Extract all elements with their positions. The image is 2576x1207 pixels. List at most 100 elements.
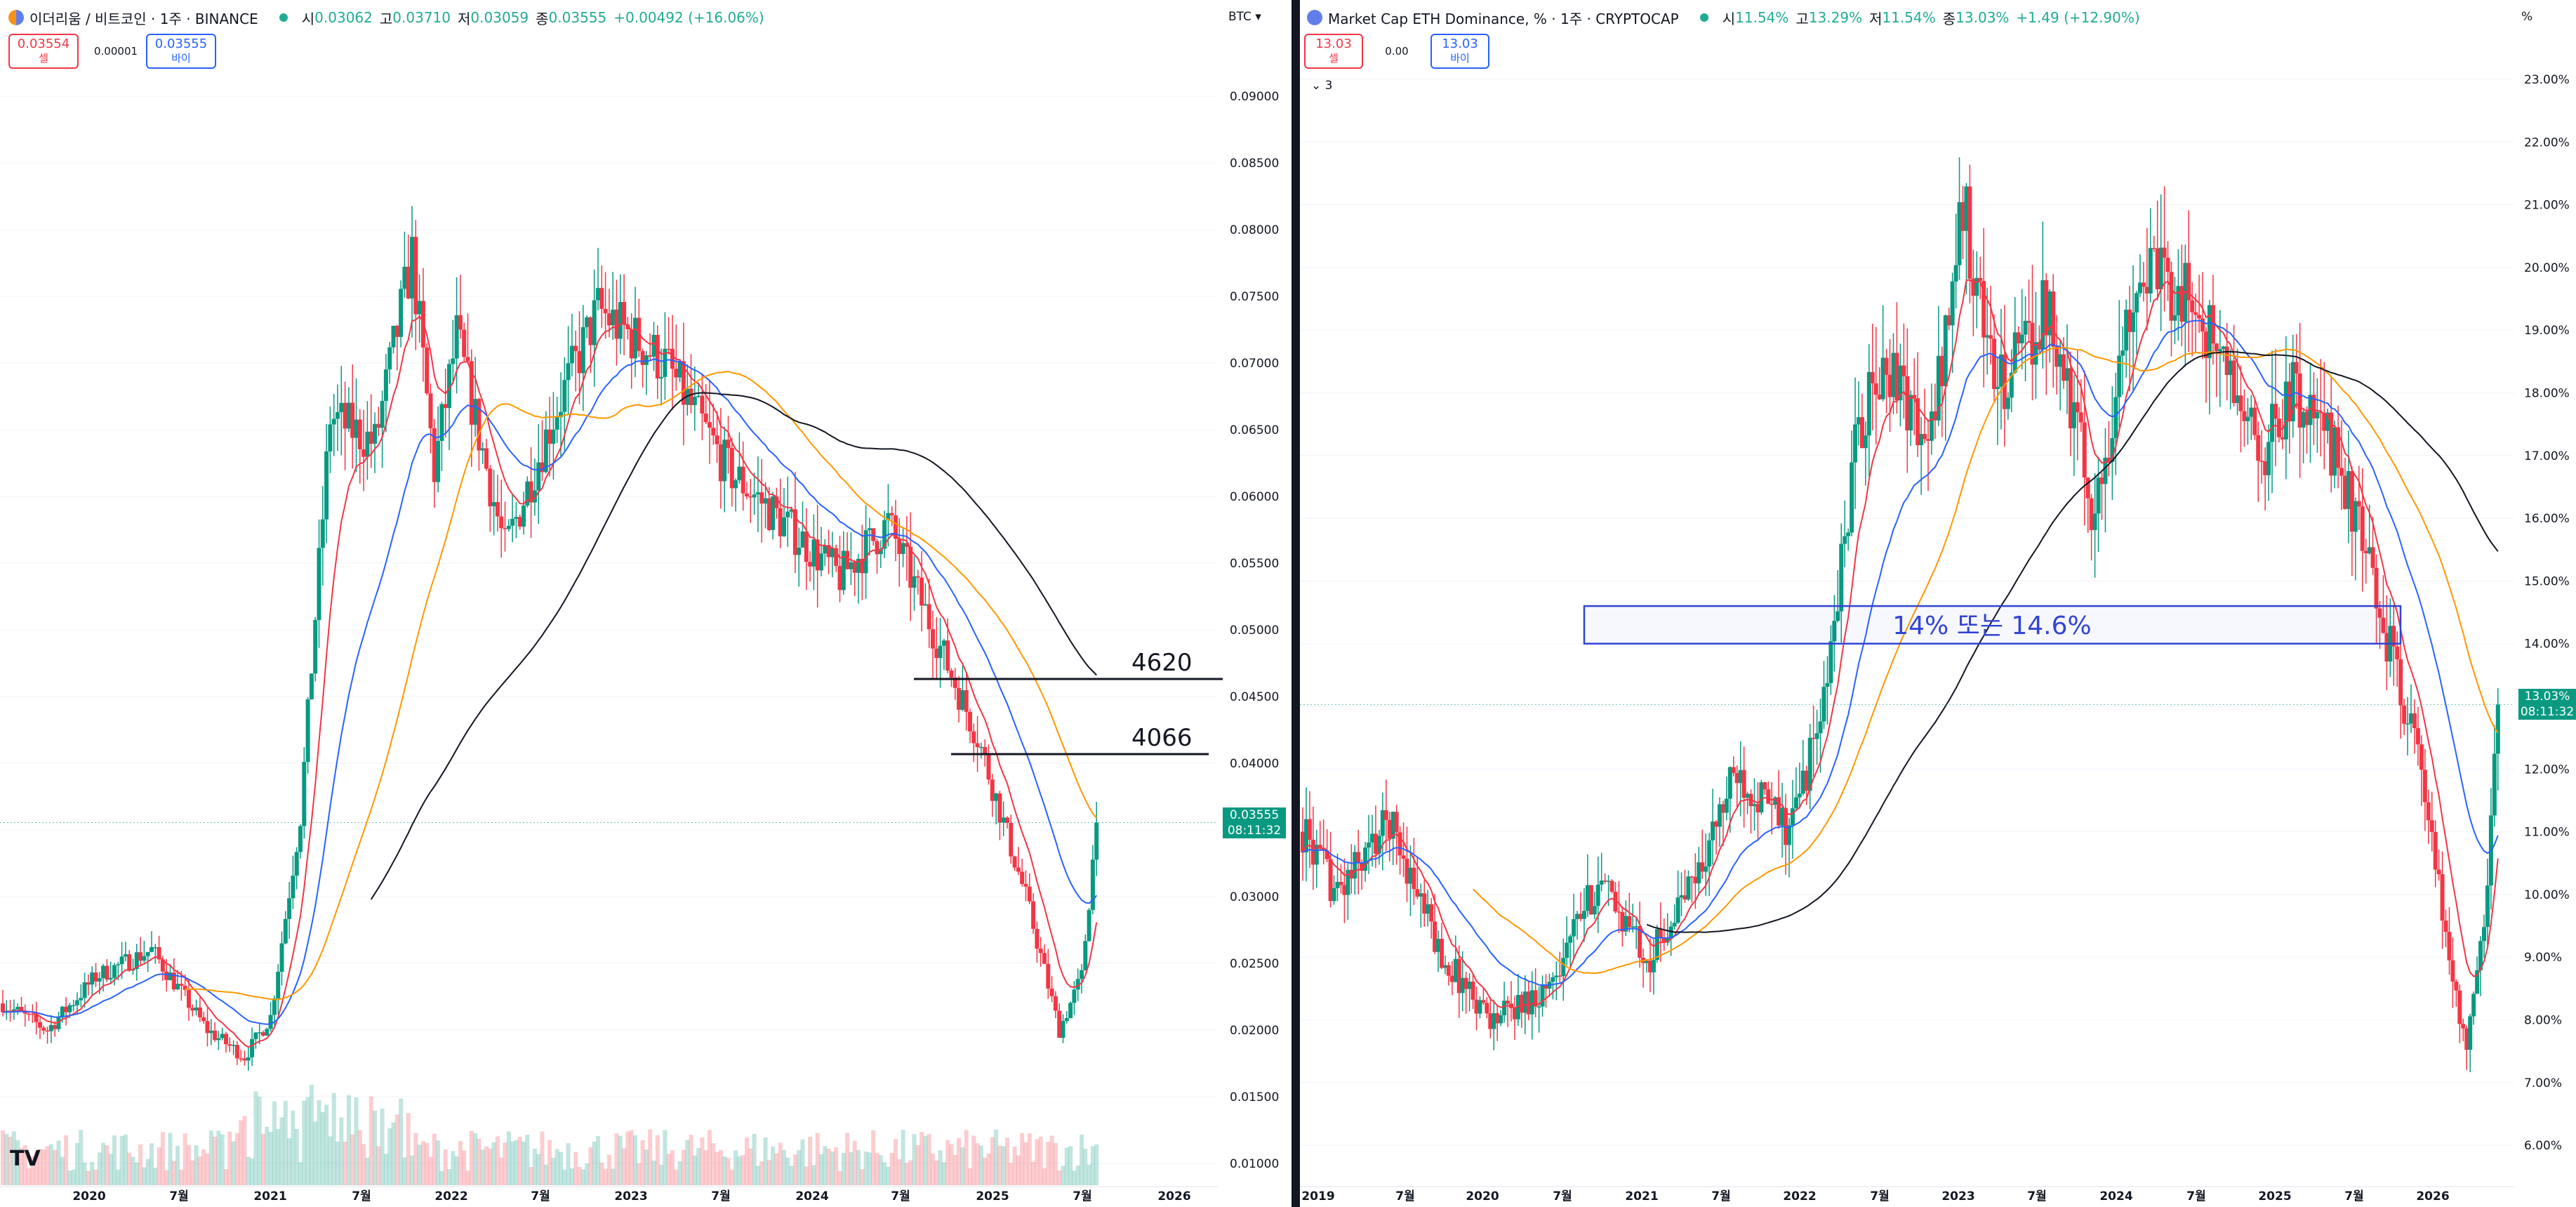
price-axis-tick-label: 14.00% xyxy=(2524,638,2570,652)
candle-body xyxy=(2092,513,2097,530)
time-axis-tick-label: 2021 xyxy=(253,1189,286,1203)
candle-body xyxy=(38,1022,42,1028)
candle-body xyxy=(2012,332,2017,373)
ohlc-open-value: 11.54% xyxy=(1735,9,1789,26)
candle-body xyxy=(495,502,500,517)
symbol-title[interactable]: 이더리움 / 비트코인 · 1주 · BINANCE xyxy=(29,10,258,27)
sell-button[interactable]: 0.03554 셀 xyxy=(8,34,79,69)
candle-body xyxy=(2051,291,2056,347)
ohlc-low-value: 0.03059 xyxy=(470,9,529,26)
currency-selector[interactable]: BTC ▾ xyxy=(1228,10,1261,24)
candle-body xyxy=(1780,807,1785,826)
symbol-title[interactable]: Market Cap ETH Dominance, % · 1주 · CRYPT… xyxy=(1328,10,1679,27)
price-chart-canvas[interactable]: 0.09000 0.08500 0.08000 0.07500 0.07000 0.065… xyxy=(0,0,1292,1207)
candle-body xyxy=(2204,331,2208,359)
candle-body xyxy=(357,419,362,449)
buy-button[interactable]: 13.03 바이 xyxy=(1430,34,1489,69)
candle-body xyxy=(1561,958,1566,977)
volume-bar xyxy=(997,1145,1002,1185)
volume-bar xyxy=(410,1155,414,1185)
price-axis-tick-label: 0.08000 xyxy=(1230,223,1279,237)
candle-body xyxy=(592,300,597,345)
volume-bar xyxy=(637,1163,642,1185)
volume-bar xyxy=(15,1140,20,1185)
volume-bar xyxy=(978,1145,983,1185)
candle-body xyxy=(2325,412,2330,431)
volume-bar xyxy=(708,1130,712,1185)
volume-bar xyxy=(428,1156,433,1185)
candle-body xyxy=(555,417,559,430)
volume-bar xyxy=(294,1128,299,1185)
volume-bar xyxy=(402,1157,407,1185)
candle-body xyxy=(19,1006,24,1011)
candle-body xyxy=(361,449,366,457)
candle-body xyxy=(1675,897,1680,923)
candle-body xyxy=(34,1014,39,1022)
candle-body xyxy=(79,998,84,1001)
candle-body xyxy=(1964,186,1969,231)
candle-body xyxy=(849,562,854,569)
candle-body xyxy=(2162,247,2167,258)
candle-body xyxy=(1433,921,1438,952)
candle-body xyxy=(1908,395,1913,431)
price-chart-canvas[interactable]: 23.00% 22.00% 21.00% 20.00% 19.00% 18.00% 17.0… xyxy=(1300,0,2576,1207)
buy-button[interactable]: 0.03555 바이 xyxy=(146,34,216,69)
pane-divider[interactable] xyxy=(1292,0,1300,1207)
volume-bar xyxy=(417,1145,422,1185)
volume-bar xyxy=(927,1134,931,1185)
candle-body xyxy=(242,1058,247,1061)
candle-body xyxy=(1679,895,1684,898)
candle-body xyxy=(1370,833,1374,843)
candle-body xyxy=(1718,804,1722,827)
sell-button[interactable]: 13.03 셀 xyxy=(1304,34,1363,69)
volume-bar xyxy=(1075,1165,1080,1185)
volume-bar xyxy=(1012,1146,1017,1185)
candle-body xyxy=(1645,961,1649,963)
current-price-label: 0.03555 08:11:32 xyxy=(1223,807,1286,838)
candle-body xyxy=(294,852,299,876)
candle-body xyxy=(792,509,797,555)
candle-body xyxy=(819,553,823,571)
candle-body xyxy=(197,1007,202,1017)
volume-bar xyxy=(56,1140,61,1185)
support-zone-box xyxy=(1583,605,2402,645)
indicators-toggle[interactable]: ⌄ 3 xyxy=(1311,79,1332,93)
candle-body xyxy=(1035,928,1040,949)
candle-body xyxy=(1599,880,1604,885)
chart-pane-eth-btc[interactable]: 이더리움 / 비트코인 · 1주 · BINANCE 시 0.03062 고 0.0… xyxy=(0,0,1292,1207)
time-axis-tick-label: 2022 xyxy=(434,1189,467,1203)
candle-body xyxy=(1588,885,1593,915)
volume-bar xyxy=(894,1139,898,1185)
volume-bar xyxy=(514,1140,519,1185)
candle-body xyxy=(1978,277,1983,282)
volume-bar xyxy=(320,1112,325,1185)
candle-body xyxy=(551,429,556,444)
volume-bar xyxy=(889,1152,894,1185)
volume-bar xyxy=(153,1168,158,1185)
volume-bar xyxy=(931,1153,935,1185)
chart-pane-eth-dominance[interactable]: Market Cap ETH Dominance, % · 1주 · CRYPT… xyxy=(1300,0,2576,1207)
candle-body xyxy=(373,423,377,444)
volume-bar xyxy=(127,1152,132,1185)
candle-body xyxy=(1923,434,1927,440)
volume-bar xyxy=(834,1147,839,1185)
candle-body xyxy=(383,369,388,402)
candle-body xyxy=(1818,721,1823,734)
candle-body xyxy=(2370,547,2375,568)
candle-body xyxy=(1859,417,1864,449)
candle-body xyxy=(514,517,519,519)
time-axis-tick-label: 7월 xyxy=(2344,1189,2363,1203)
ma-orange-line xyxy=(1472,346,2499,975)
candle-body xyxy=(2353,501,2358,532)
volume-bar xyxy=(82,1162,87,1185)
candle-body xyxy=(1001,817,1006,823)
candle-body xyxy=(432,428,437,482)
volume-bar xyxy=(224,1168,228,1185)
candle-body xyxy=(588,317,593,345)
candle-body xyxy=(915,576,920,578)
volume-bar xyxy=(268,1131,273,1185)
candle-body xyxy=(234,1045,239,1059)
volume-bar xyxy=(11,1131,16,1185)
candle-body xyxy=(2040,280,2045,350)
candle-body xyxy=(1408,867,1413,884)
